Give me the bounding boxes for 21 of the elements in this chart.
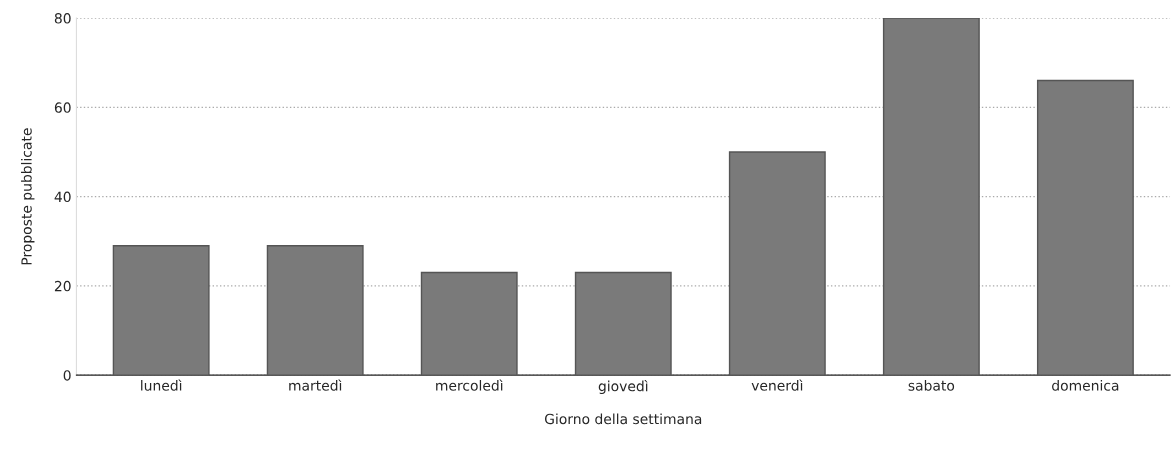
x-tick-label: venerdì	[751, 379, 803, 391]
bar	[112, 245, 210, 376]
y-tick-label: 40	[54, 191, 71, 203]
x-tick-label: sabato	[908, 380, 955, 391]
x-tick-label: domenica	[1052, 380, 1119, 391]
x-tick-label: lunedì	[141, 379, 182, 391]
x-tick-label: mercoledì	[436, 379, 503, 391]
bar	[728, 151, 826, 376]
y-axis-title: Proposte pubblicate	[21, 128, 35, 265]
bar	[574, 271, 672, 376]
bar	[1036, 79, 1134, 376]
x-tick-label: martedì	[289, 379, 342, 391]
y-tick-label: 20	[54, 280, 71, 292]
x-tick-label: giovedì	[598, 380, 648, 395]
y-tick-label: 80	[54, 13, 71, 24]
x-axis-title: Giorno della settimana	[544, 413, 702, 425]
bar	[266, 245, 364, 376]
bar	[882, 18, 980, 376]
bar	[420, 271, 518, 376]
y-tick-label: 0	[63, 370, 71, 381]
y-tick-label: 60	[54, 102, 71, 113]
